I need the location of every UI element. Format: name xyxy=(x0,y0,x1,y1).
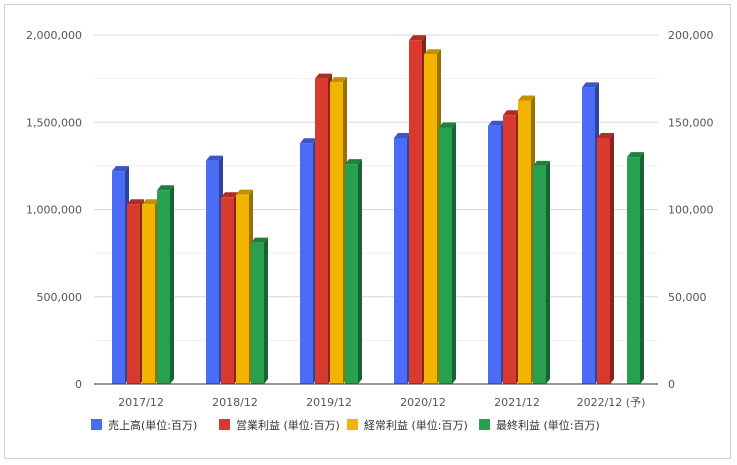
legend-label: 売上高(単位:百万) xyxy=(108,418,197,432)
right-axis-tick-label: 150,000 xyxy=(668,116,714,129)
legend-label: 最終利益 (単位:百万) xyxy=(496,418,600,432)
right-axis-tick-label: 50,000 xyxy=(668,291,707,304)
bar xyxy=(582,82,599,384)
bar xyxy=(300,138,317,384)
x-axis-tick-label: 2020/12 xyxy=(400,396,446,409)
legend-swatch xyxy=(479,419,490,430)
left-axis-tick-label: 0 xyxy=(75,378,82,391)
x-axis-tick-label: 2017/12 xyxy=(118,396,164,409)
bar xyxy=(221,192,238,384)
left-axis-tick-label: 1,500,000 xyxy=(26,116,82,129)
bar xyxy=(236,189,253,384)
bar xyxy=(488,120,505,385)
x-axis-tick-label: 2022/12 (予) xyxy=(577,396,646,409)
x-axis-tick-label: 2019/12 xyxy=(306,396,352,409)
legend-label: 経常利益 (単位:百万) xyxy=(364,418,468,432)
right-axis-tick-label: 100,000 xyxy=(668,204,714,217)
right-axis-tick-label: 200,000 xyxy=(668,29,714,42)
legend-swatch xyxy=(219,419,230,430)
legend-label: 営業利益 (単位:百万) xyxy=(236,418,340,432)
left-axis-tick-label: 2,000,000 xyxy=(26,29,82,42)
bar xyxy=(157,185,174,384)
bar xyxy=(424,49,441,384)
bar xyxy=(518,95,535,384)
legend-item: 営業利益 (単位:百万) xyxy=(219,418,340,432)
bar xyxy=(627,152,644,384)
right-axis-ticks: 0 50,000 100,000 150,000 200,000 xyxy=(668,29,714,391)
left-axis-tick-label: 500,000 xyxy=(37,291,83,304)
bar xyxy=(503,110,520,385)
right-axis-tick-label: 0 xyxy=(668,378,675,391)
legend-item: 最終利益 (単位:百万) xyxy=(479,418,600,432)
legend-item: 経常利益 (単位:百万) xyxy=(347,418,468,432)
bar xyxy=(315,73,332,384)
bars xyxy=(112,35,644,385)
bar xyxy=(439,122,456,385)
x-axis: 2017/12 2018/12 2019/12 2020/12 2021/12 2022/… xyxy=(94,383,658,409)
legend: 売上高(単位:百万) 営業利益 (単位:百万) 経常利益 (単位:百万) 最終利益 (… xyxy=(91,418,600,432)
bar xyxy=(394,132,411,384)
left-axis-tick-label: 1,000,000 xyxy=(26,204,82,217)
x-axis-tick-label: 2021/12 xyxy=(494,396,540,409)
chart-frame: 0 500,000 1,000,000 1,500,000 2,000,000 0 50,… xyxy=(4,4,731,459)
legend-swatch xyxy=(91,419,102,430)
legend-item: 売上高(単位:百万) xyxy=(91,418,197,432)
left-axis-ticks: 0 500,000 1,000,000 1,500,000 2,000,000 xyxy=(26,29,82,391)
bar-chart: 0 500,000 1,000,000 1,500,000 2,000,000 0 50,… xyxy=(26,29,714,432)
bar xyxy=(206,155,223,384)
x-axis-tick-label: 2018/12 xyxy=(212,396,258,409)
bar xyxy=(142,199,159,384)
bar xyxy=(330,77,347,385)
bar xyxy=(533,160,550,384)
bar xyxy=(251,237,268,384)
bar xyxy=(345,159,362,384)
bar xyxy=(597,132,614,384)
bar xyxy=(409,35,426,385)
legend-swatch xyxy=(347,419,358,430)
bar xyxy=(127,199,144,384)
bar xyxy=(112,166,129,384)
gridlines xyxy=(94,34,658,341)
